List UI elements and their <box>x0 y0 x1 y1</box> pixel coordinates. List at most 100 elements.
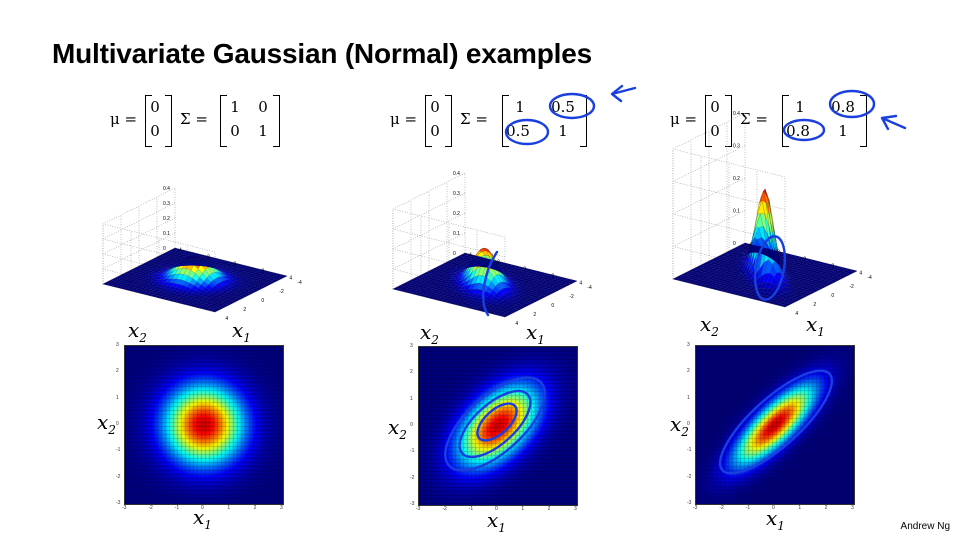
heatmap-x-tick: 0 <box>201 505 204 511</box>
heatmap-x-tick: -1 <box>745 505 751 511</box>
heatmap-y-tick: 1 <box>687 394 690 401</box>
surface-x1-tick: 4 <box>225 316 228 322</box>
heatmap-y-tick: 2 <box>116 368 119 375</box>
surface-z-tick: 0.1 <box>733 209 740 215</box>
mu-1: 0 <box>150 122 160 140</box>
surface-plot-3: 0.4 0.3 0.2 0.1 0 4 4 2 2 0 0 -2 -2 -4 -4 <box>672 111 872 317</box>
heatmap-y-tick: -2 <box>116 473 121 480</box>
surface-z-tick: 0 <box>453 251 456 257</box>
heatmap-x-tick: -2 <box>148 505 153 511</box>
surface-x1-tick: 2 <box>813 302 816 308</box>
heatmap-y-tick: -1 <box>410 448 415 455</box>
sigma-00: 1 <box>795 98 805 116</box>
heatmap-y-tick: 0 <box>116 421 119 427</box>
mu-0: 0 <box>430 98 440 116</box>
heatmap-y-tick: 1 <box>410 395 413 402</box>
surface-z-tick: 0.4 <box>733 111 740 117</box>
surface-mesh <box>672 188 858 308</box>
heatmap-3 <box>695 345 855 505</box>
sigma-01: 0 <box>258 98 268 116</box>
heatmap-y-tick: -2 <box>410 474 415 481</box>
heatmap-1 <box>124 345 284 505</box>
surface-x1-tick: -4 <box>297 280 302 286</box>
heatmap-y-tick: 3 <box>687 342 690 348</box>
surface-z-tick: 0.4 <box>163 186 170 192</box>
example-column-1: μ = 0 0 Σ = 1 0 0 1 0.4 0.3 0.2 0.1 0 4 4 2 2 0 0-… <box>0 0 302 540</box>
surface-x2-tick: 0 <box>523 266 526 272</box>
surface-x1-tick: 2 <box>243 307 246 313</box>
heatmap-x-tick: 1 <box>798 505 802 511</box>
sigma-00: 1 <box>230 98 240 116</box>
heatmap-x2-label: x2 <box>97 410 116 437</box>
mu-0: 0 <box>150 98 160 116</box>
surface-x1-tick: -4 <box>867 275 872 281</box>
heatmap-y-tick: -2 <box>687 473 692 480</box>
heatmap-x-tick: 2 <box>547 506 551 512</box>
heatmap-x2-label: x2 <box>670 412 689 439</box>
parameters-equation: μ = 0 0 Σ = 1 0.8 0.8 1 <box>670 92 890 152</box>
surface-x1-tick: -4 <box>587 285 592 291</box>
surface-x1-tick: 0 <box>551 303 554 309</box>
mu-bracket-right <box>445 95 452 147</box>
mu-bracket-right <box>165 95 172 147</box>
surface-x2-tick: -2 <box>775 249 780 255</box>
heatmap-x-tick: -1 <box>468 506 474 512</box>
heatmap-x-tick: 2 <box>253 505 257 511</box>
mu-label: μ = <box>390 110 418 128</box>
mu-bracket-left <box>425 95 432 147</box>
heatmap-x-tick: 0 <box>495 506 498 512</box>
surface-x2-tick: 2 <box>261 268 264 274</box>
sigma-bracket-left <box>782 95 789 147</box>
heatmap-x1-label: x1 <box>487 508 506 535</box>
heatmap-x-tick: -3 <box>416 506 421 512</box>
surface-x2-tick: -2 <box>495 259 500 265</box>
surface-mesh <box>392 247 578 318</box>
sigma-11: 1 <box>838 122 848 140</box>
surface-x2-tick: -2 <box>205 254 210 260</box>
surface-x1-tick: -2 <box>849 284 854 290</box>
sigma-label: Σ = <box>180 110 208 128</box>
heatmap-y-tick: 0 <box>410 422 413 428</box>
sigma-01: 0.8 <box>831 98 855 116</box>
surface-x2-tick: 4 <box>859 270 862 276</box>
surface-z-tick: 0 <box>733 241 736 247</box>
mu-bracket-right <box>725 95 732 147</box>
surface-x1-label: x1 <box>806 312 825 339</box>
mu-bracket-left <box>145 95 152 147</box>
sigma-bracket-left <box>220 95 227 147</box>
mu-1: 0 <box>430 122 440 140</box>
heatmap-x2-label: x2 <box>388 415 407 442</box>
mu-bracket-left <box>705 95 712 147</box>
sigma-00: 1 <box>515 98 525 116</box>
heatmap-x-tick: 1 <box>227 505 231 511</box>
author-credit: Andrew Ng <box>900 521 950 532</box>
sigma-11: 1 <box>558 122 568 140</box>
example-column-2: μ = 0 0 Σ = 1 0.5 0.5 1 0.4 0.3 0.2 0.1 0 4 4 2… <box>290 0 592 540</box>
surface-x1-tick: 0 <box>831 293 834 299</box>
surface-z-tick: 0.1 <box>453 231 460 237</box>
surface-x2-tick: 0 <box>233 261 236 267</box>
heatmap-x-tick: -1 <box>174 505 180 511</box>
parameters-equation: μ = 0 0 Σ = 1 0 0 1 <box>110 92 290 152</box>
surface-x2-tick: 4 <box>289 275 292 281</box>
surface-x1-tick: -2 <box>569 294 574 300</box>
surface-z-tick: 0.3 <box>733 144 740 150</box>
heatmap-x-tick: -3 <box>122 505 127 511</box>
heatmap-x-tick: 0 <box>772 505 775 511</box>
heatmap-y-tick: -3 <box>410 501 415 507</box>
mu-label: μ = <box>670 110 698 128</box>
parameters-equation: μ = 0 0 Σ = 1 0.5 0.5 1 <box>390 92 590 152</box>
surface-plot-1: 0.4 0.3 0.2 0.1 0 4 4 2 2 0 0 -2 -2 -4 -4 <box>102 186 302 322</box>
heatmap-y-tick: -1 <box>687 447 692 454</box>
mu-0: 0 <box>710 98 720 116</box>
sigma-label: Σ = <box>740 110 768 128</box>
surface-x1-label: x1 <box>526 320 545 347</box>
surface-x1-tick: 0 <box>261 298 264 304</box>
heatmap-y-tick: 2 <box>410 369 413 376</box>
surface-x1-tick: 4 <box>795 311 798 317</box>
sigma-10: 0 <box>230 122 240 140</box>
heatmap-x-tick: 3 <box>280 505 283 511</box>
surface-x1-label: x1 <box>232 318 251 345</box>
surface-x2-tick: -4 <box>177 247 182 253</box>
surface-z-tick: 0 <box>163 246 166 252</box>
